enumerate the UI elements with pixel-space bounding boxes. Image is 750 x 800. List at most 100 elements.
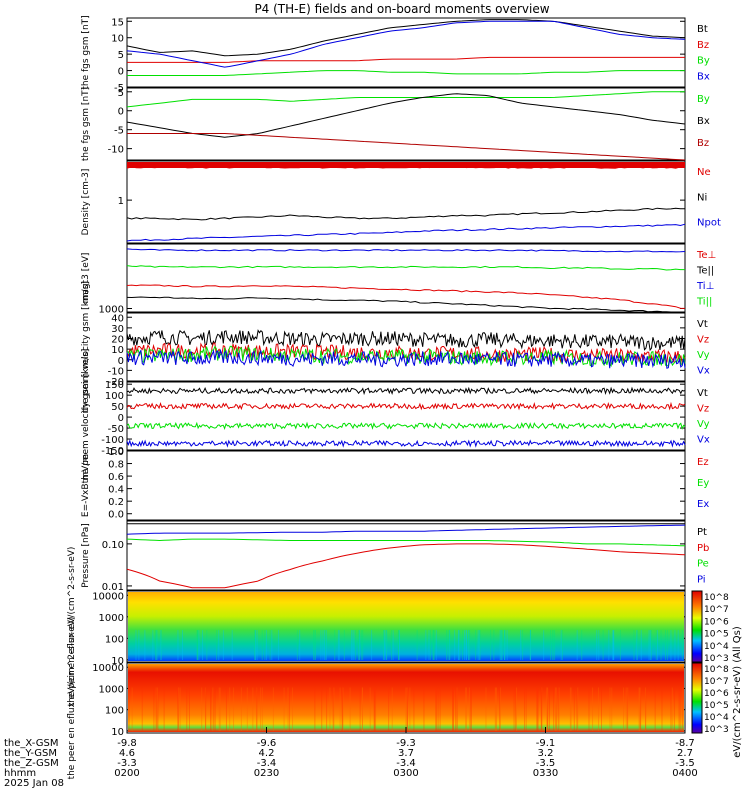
x-axis-value: -3.3 (117, 758, 137, 769)
y-axis-label: Pressure [nPa] (81, 523, 91, 588)
y-axis-label: the peim velocity gsm [km/s] (81, 281, 91, 413)
x-axis-value: -3.4 (257, 758, 277, 769)
y-tick-label: 0.10 (102, 540, 124, 551)
legend-Te⊥: Te⊥ (696, 250, 716, 261)
y-tick-label: 10 (111, 656, 124, 667)
x-axis-value: 4.2 (259, 748, 275, 759)
panel-frame (126, 520, 686, 591)
y-tick-label: -50 (108, 424, 124, 435)
legend-Vy: Vy (697, 419, 710, 430)
y-axis-label: the peer en eflux eV/(cm^2-s-sr-eV) (67, 617, 77, 780)
colorbar-tick: 10^3 (704, 725, 729, 735)
y-axis-label: E=-VxB mV/m (81, 454, 91, 517)
y-tick-label: 5 (118, 88, 124, 99)
y-tick-label: -10 (108, 145, 124, 156)
y-tick-label: 0 (118, 67, 124, 78)
x-axis-value: 0200 (114, 768, 139, 779)
x-axis-value: 0400 (672, 768, 697, 779)
legend-Vz: Vz (697, 404, 709, 415)
legend-Ne: Ne (697, 167, 711, 178)
x-axis-value: -9.6 (257, 738, 277, 749)
panel-9: the peir en eflux eV/(cm^2-s-sr-eV) 10000… (67, 547, 743, 758)
y-axis-label: magt3 [eV] (81, 253, 91, 304)
y-tick-label: 10 (111, 345, 124, 356)
legend-Ey: Ey (697, 478, 709, 489)
colorbar-tick: 10^8 (704, 665, 729, 675)
x-axis-value: 0230 (254, 768, 279, 779)
series-line-Ti|| (126, 265, 685, 271)
series-line-Pi (126, 524, 686, 535)
y-tick-label: 0 (118, 107, 124, 118)
panel-frame (126, 160, 686, 244)
density-band (127, 162, 685, 168)
y-tick-label: -5 (114, 126, 124, 137)
legend-Bz: Bz (697, 138, 709, 149)
series-line-Te|| (126, 296, 685, 313)
x-axis-annotation: the_X-GSM -9.8 -9.6 -9.3 -9.1 -8.7 the_Y-GSM 4.… (4, 727, 698, 789)
y-tick-label: 0.8 (108, 460, 124, 471)
series-line-Ti⊥ (126, 248, 686, 253)
legend-Pi: Pi (697, 574, 706, 585)
x-axis-value: -9.1 (536, 738, 556, 749)
spectrogram (128, 592, 684, 661)
x-axis-value: 3.7 (398, 748, 414, 759)
legend-Ex: Ex (697, 499, 709, 510)
y-axis-label: the peir en eflux eV/(cm^2-s-sr-eV) (67, 547, 77, 707)
y-tick-label: -10 (108, 366, 124, 377)
series-line-Bz (127, 56, 685, 63)
y-axis-label: the peem velocity gsm [km/s] (81, 349, 91, 484)
x-axis-value: 4.6 (119, 748, 135, 759)
series-line-Vt (126, 329, 686, 352)
legend-By: By (697, 94, 710, 105)
y-tick-label: 0 (118, 413, 124, 424)
legend-Vy: Vy (697, 350, 710, 361)
x-axis-row-label: the_Z-GSM (4, 758, 59, 769)
x-axis-value: 2.7 (677, 748, 693, 759)
y-tick-label: 50 (111, 402, 124, 413)
legend-Vx: Vx (697, 435, 710, 446)
panel-frame (126, 312, 686, 382)
panel-frame (126, 17, 686, 88)
x-axis-value: 3.2 (538, 748, 554, 759)
legend-Npot: Npot (697, 218, 721, 229)
y-tick-label: 150 (105, 380, 124, 391)
colorbar (691, 590, 703, 663)
colorbar-tick: 10^7 (704, 677, 729, 687)
series-line-Vx (126, 348, 686, 369)
series-line-Vz (126, 401, 686, 411)
panel-2: the fgs gsm [nT] 5 0 -5 -10 By Bx Bz (81, 87, 710, 161)
spectrogram (128, 664, 684, 732)
panel-10: the peer en eflux eV/(cm^2-s-sr-eV) 10000… (67, 617, 729, 780)
colorbar-tick: 10^4 (704, 713, 729, 723)
y-tick-label: 40 (111, 313, 124, 324)
panel-3: Density [cm-3] 1 Ne Ni Npot (81, 160, 721, 244)
panel-frame (126, 590, 686, 663)
legend-By: By (697, 56, 710, 67)
x-axis-value: 0330 (533, 768, 558, 779)
y-tick-label: 100 (105, 634, 124, 645)
y-tick-label: 0.2 (108, 497, 124, 508)
y-tick-label: -100 (101, 435, 124, 446)
series-line-Bx (126, 20, 686, 68)
series-line-By (127, 70, 685, 76)
colorbar-tick: 10^7 (704, 605, 729, 615)
y-tick-label: 10000 (92, 591, 124, 602)
legend-Ti||: Ti|| (696, 297, 712, 308)
y-tick-label: 10 (111, 727, 124, 738)
panel-6: the peem velocity gsm [km/s] 150100500-50… (81, 349, 710, 484)
colorbar-tick: 10^3 (704, 654, 729, 664)
x-axis-row-label: the_X-GSM (4, 738, 58, 749)
y-axis-label: the fgs gsm [nT] (81, 87, 91, 161)
legend-Pe: Pe (697, 559, 709, 570)
legend-Ti⊥: Ti⊥ (696, 281, 714, 292)
y-tick-label: 15 (111, 17, 124, 28)
legend-Bx: Bx (697, 71, 710, 82)
series-line-Bz (127, 133, 686, 161)
x-axis-value: -9.8 (117, 738, 137, 749)
y-tick-label: 0.6 (108, 472, 124, 483)
y-tick-label: 1 (118, 196, 124, 207)
colorbar-tick: 10^6 (704, 617, 729, 627)
y-tick-label: 1000 (99, 305, 124, 316)
panel-frame (126, 87, 686, 161)
